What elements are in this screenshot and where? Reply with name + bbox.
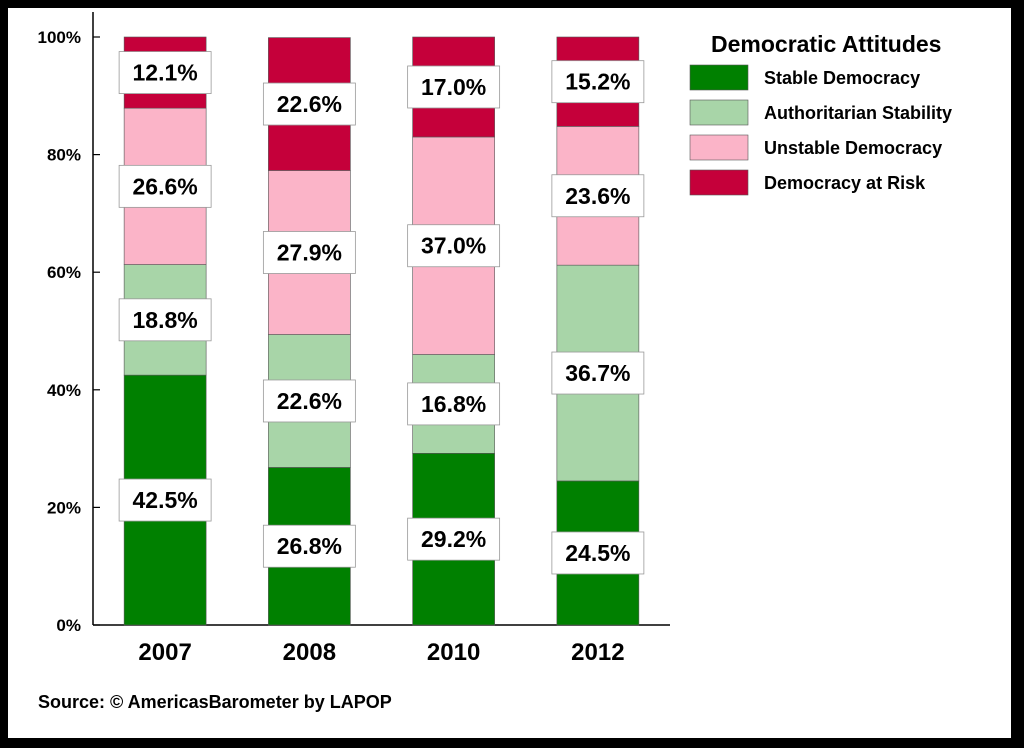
legend: Democratic Attitudes Stable Democracy Aut… <box>689 31 952 196</box>
legend-label: Stable Democracy <box>764 68 920 88</box>
value-label-box <box>118 164 212 208</box>
value-label-box <box>407 224 501 268</box>
value-label-box <box>551 174 645 218</box>
value-label-box <box>118 51 212 94</box>
value-label: 23.6% <box>565 183 630 209</box>
legend-label: Unstable Democracy <box>764 138 942 158</box>
legend-label: Authoritarian Stability <box>764 103 952 123</box>
value-label-box <box>262 379 356 423</box>
value-label-box <box>118 478 212 522</box>
y-tick-label: 60% <box>47 263 81 282</box>
value-label-box <box>262 524 356 568</box>
value-label: 42.5% <box>133 487 198 513</box>
value-label: 26.8% <box>277 533 342 559</box>
value-label: 16.8% <box>421 391 486 417</box>
y-tick-label: 80% <box>47 146 81 165</box>
value-label-box <box>407 382 501 426</box>
x-tick-label: 2008 <box>283 639 336 666</box>
legend-swatch <box>689 99 749 126</box>
y-tick-label: 100% <box>38 28 81 47</box>
value-label-box <box>407 517 501 561</box>
value-label-box <box>118 298 212 342</box>
value-label: 29.2% <box>421 526 486 552</box>
value-label-box <box>407 65 501 109</box>
y-tick-label: 40% <box>47 381 81 400</box>
x-tick-label: 2007 <box>138 639 191 666</box>
value-labels: 42.5% 18.8% 26.6% 12.1% 26.8% 22.6% 27.9% 22.6%… <box>118 51 645 575</box>
value-label-box <box>551 531 645 575</box>
value-label: 22.6% <box>277 91 342 117</box>
value-label: 24.5% <box>565 540 630 566</box>
value-label-box <box>262 231 356 274</box>
value-label-box <box>262 82 356 126</box>
value-label: 37.0% <box>421 233 486 259</box>
value-label: 12.1% <box>133 60 198 86</box>
y-tick-label: 20% <box>47 498 81 517</box>
x-tick-label: 2010 <box>427 639 480 666</box>
value-label: 22.6% <box>277 388 342 414</box>
legend-label: Democracy at Risk <box>764 173 926 193</box>
value-label: 27.9% <box>277 240 342 266</box>
value-label: 36.7% <box>565 360 630 386</box>
source-note: Source: © AmericasBarometer by LAPOP <box>38 692 392 712</box>
x-tick-label: 2012 <box>571 639 624 666</box>
value-label: 15.2% <box>565 69 630 95</box>
value-label: 26.6% <box>133 173 198 199</box>
y-tick-label: 0% <box>56 616 81 635</box>
value-label-box <box>551 351 645 395</box>
legend-swatch <box>689 64 749 91</box>
value-label: 17.0% <box>421 74 486 100</box>
legend-swatch <box>689 134 749 161</box>
chart-frame: 0% 20% 40% 60% 80% 100% 2007 2008 2010 2012 42.5%… <box>8 8 1011 738</box>
value-label-box <box>551 60 645 104</box>
value-label: 18.8% <box>133 307 198 333</box>
legend-title: Democratic Attitudes <box>711 31 941 57</box>
stacked-bar-chart: 0% 20% 40% 60% 80% 100% 2007 2008 2010 2012 42.5%… <box>38 12 952 712</box>
axes: 0% 20% 40% 60% 80% 100% 2007 2008 2010 2012 <box>38 12 670 666</box>
legend-swatch <box>689 169 749 196</box>
